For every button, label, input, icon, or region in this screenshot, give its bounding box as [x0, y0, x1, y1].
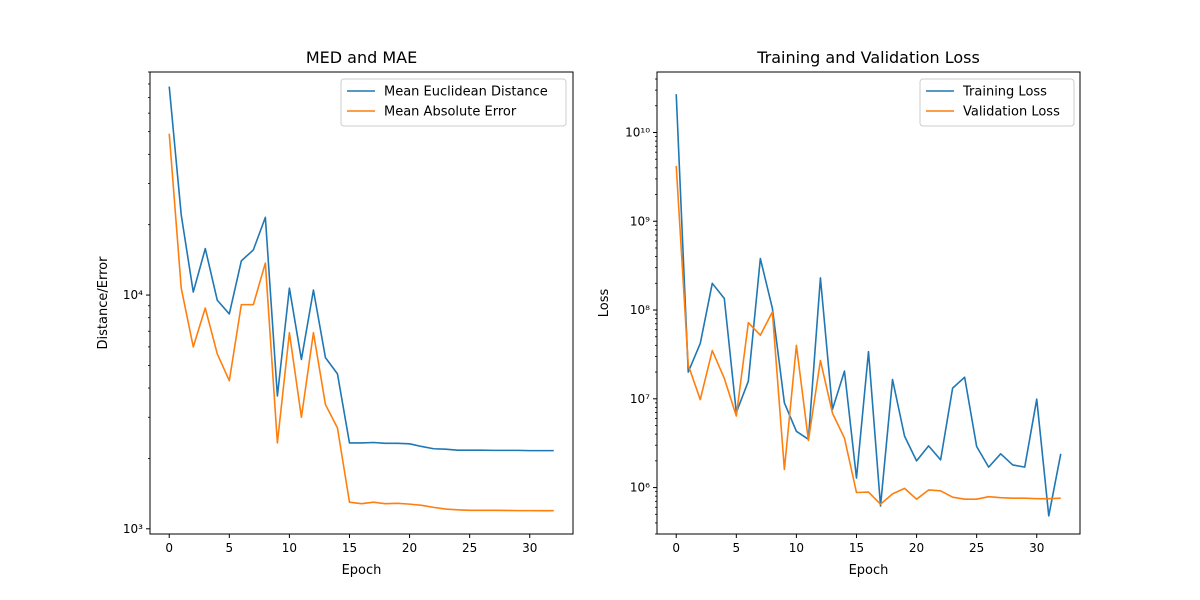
legend-box	[919, 78, 1075, 127]
legend-label: Mean Euclidean Distance	[384, 85, 548, 100]
legend: Mean Euclidean Distance Mean Absolute Err…	[340, 78, 567, 127]
y-tick-label: 10⁶	[630, 481, 650, 495]
chart-panel-1: 0 5 10 15 20 25 30 10³ 10⁴ MED and MAE Epoch Distan…	[96, 48, 574, 578]
series-line-2	[168, 133, 554, 512]
x-axis-label: Epoch	[342, 563, 382, 578]
axes-frame	[149, 71, 574, 535]
legend-label: Mean Absolute Error	[384, 105, 517, 120]
x-tick-label: 15	[849, 541, 864, 555]
axes-frame	[656, 71, 1081, 535]
legend: Training Loss Validation Loss	[919, 78, 1075, 127]
x-tick-label: 20	[909, 541, 924, 555]
x-tick-label: 20	[402, 541, 417, 555]
x-axis-label: Epoch	[849, 563, 889, 578]
legend-label: Training Loss	[962, 85, 1047, 100]
y-axis-label: Distance/Error	[96, 256, 111, 350]
x-tick-label: 10	[282, 541, 297, 555]
y-tick-label: 10⁷	[630, 392, 650, 406]
y-axis-label: Loss	[597, 289, 612, 318]
x-tick-label: 0	[672, 541, 680, 555]
y-tick-label: 10⁴	[123, 288, 143, 302]
series-line-1	[168, 86, 554, 452]
y-tick-label: 10⁹	[630, 214, 650, 228]
x-tick-label: 5	[225, 541, 233, 555]
x-tick-label: 30	[522, 541, 537, 555]
x-tick-label: 25	[462, 541, 477, 555]
x-tick-label: 30	[1029, 541, 1044, 555]
chart-title: Training and Validation Loss	[756, 48, 980, 67]
x-tick-label: 5	[732, 541, 740, 555]
y-tick-label: 10³	[123, 522, 143, 536]
series-line-2	[675, 165, 1061, 505]
x-tick-label: 0	[165, 541, 173, 555]
legend-label: Validation Loss	[963, 105, 1060, 120]
x-tick-label: 10	[789, 541, 804, 555]
chart-panel-2: 0 5 10 15 20 25 30 10⁶ 10⁷ 10⁸ 10⁹ 10¹⁰ Training and…	[597, 48, 1081, 578]
x-tick-label: 15	[342, 541, 357, 555]
y-tick-label: 10¹⁰	[625, 125, 650, 139]
series-line-1	[675, 94, 1062, 517]
x-tick-label: 25	[969, 541, 984, 555]
chart-title: MED and MAE	[306, 48, 417, 67]
y-tick-label: 10⁸	[630, 303, 650, 317]
legend-box	[340, 78, 567, 127]
